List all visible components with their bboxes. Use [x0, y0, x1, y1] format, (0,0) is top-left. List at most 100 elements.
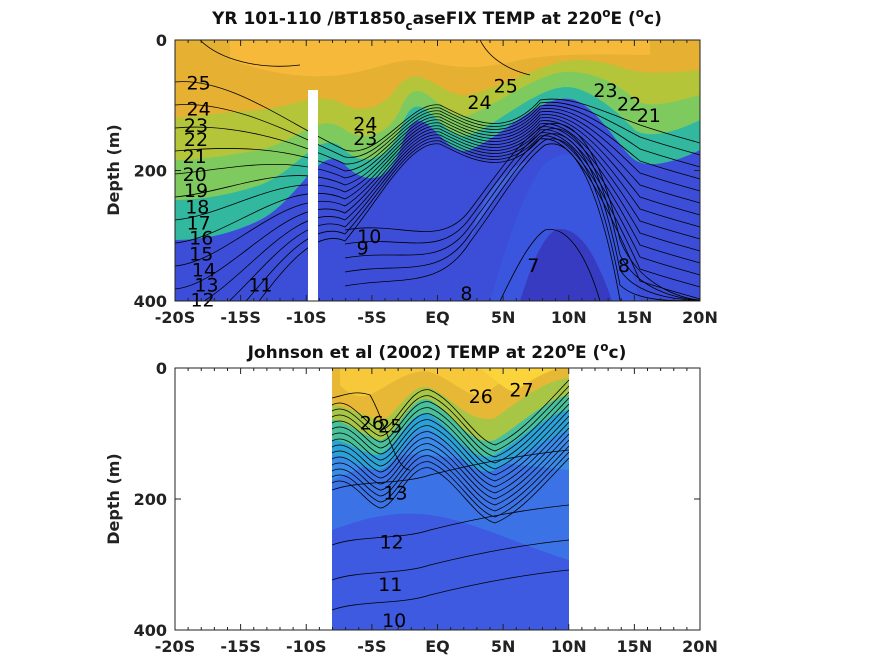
panel-top: YR 101-110 /BT1850caseFIX TEMP at 220oE …: [104, 6, 718, 327]
y-tick-label: 0: [156, 31, 167, 50]
x-tick-label: 20N: [682, 308, 718, 327]
contour-label: 21: [637, 105, 661, 127]
x-tick-label: 10N: [551, 637, 587, 656]
x-tick-label: -20S: [155, 308, 195, 327]
x-tick-label: -10S: [286, 308, 326, 327]
contour-line: [332, 403, 569, 470]
contour-label: 22: [617, 93, 641, 115]
contour-line: [332, 397, 569, 464]
panel-bottom-ylabel: Depth (m): [104, 453, 123, 545]
contour-line: [175, 107, 700, 180]
x-tick-label: 15N: [617, 637, 653, 656]
contour-label: 20: [183, 164, 207, 186]
contour-label: 27: [509, 380, 533, 402]
contour-line: [344, 143, 700, 301]
contour-label: 24: [353, 114, 377, 136]
panel-top-contours: [175, 40, 700, 301]
contour-line: [175, 117, 700, 221]
contour-line: [199, 40, 301, 67]
contour-line: [332, 569, 569, 611]
contour-line: [175, 114, 700, 204]
y-tick-label: 400: [134, 292, 167, 311]
contour-label: 15: [189, 243, 213, 265]
contour-label: 26: [469, 386, 493, 408]
panel-bottom-field: [332, 368, 569, 630]
contour-label: 21: [183, 146, 207, 168]
panel-top-contour-labels: 2524232221201918171615141312112423910252…: [183, 72, 661, 311]
x-tick-label: 15N: [617, 308, 653, 327]
panel-top-title: YR 101-110 /BT1850caseFIX TEMP at 220oE …: [211, 6, 662, 33]
contour-line: [175, 111, 700, 192]
contour-line: [332, 385, 569, 452]
contour-line: [332, 451, 569, 518]
missing-data-band: [308, 90, 318, 301]
contour-line: [175, 101, 700, 158]
contour-line: [228, 132, 700, 301]
contour-line: [344, 138, 700, 301]
contour-line: [245, 135, 700, 301]
contour-line: [479, 40, 531, 76]
y-tick-label: 400: [134, 621, 167, 640]
contour-label: 13: [383, 482, 407, 504]
contour-line: [175, 126, 700, 290]
contour-line: [332, 391, 569, 458]
contour-line: [332, 427, 569, 494]
contour-label: 14: [192, 260, 216, 282]
panel-top-field: [175, 40, 700, 301]
contour-label: 25: [494, 76, 518, 98]
contour-line: [332, 539, 569, 581]
contour-label: 24: [187, 99, 211, 121]
y-tick-label: 200: [134, 490, 167, 509]
contour-line: [332, 415, 569, 482]
panel-bottom-contours: [332, 379, 569, 611]
contour-line: [175, 81, 700, 152]
contour-label: 23: [184, 115, 208, 137]
panel-bottom-title: Johnson et al (2002) TEMP at 220oE (oc): [247, 340, 627, 363]
contour-label: 8: [618, 255, 630, 277]
contour-label: 17: [187, 213, 211, 235]
contour-label: 13: [194, 275, 218, 297]
contour-line: [344, 133, 700, 301]
contour-line: [332, 392, 411, 471]
panel-top-ylabel: Depth (m): [104, 124, 123, 216]
x-tick-label: -10S: [286, 637, 326, 656]
contour-line: [203, 129, 700, 301]
contour-label: 10: [382, 610, 406, 632]
contour-line: [258, 138, 700, 301]
contour-line: [332, 433, 569, 500]
x-tick-label: -5S: [357, 637, 386, 656]
contour-label: 26: [360, 412, 384, 434]
contour-line: [499, 228, 601, 301]
x-tick-label: EQ: [425, 308, 450, 327]
contour-line: [175, 120, 700, 244]
contour-line: [332, 504, 569, 546]
contour-label: 25: [187, 72, 211, 94]
contour-line: [344, 128, 700, 301]
contour-line: [332, 379, 569, 446]
x-tick-label: 20N: [682, 637, 718, 656]
contour-line: [332, 457, 569, 524]
x-tick-label: -5S: [357, 308, 386, 327]
contour-line: [332, 449, 569, 491]
x-tick-label: -15S: [220, 637, 260, 656]
contour-label: 10: [357, 226, 381, 248]
panel-bottom: Johnson et al (2002) TEMP at 220oE (oc) …: [104, 340, 718, 656]
contour-line: [332, 409, 569, 476]
contour-label: 16: [189, 228, 213, 250]
contour-label: 22: [184, 129, 208, 151]
contour-label: 11: [378, 574, 402, 596]
x-tick-label: 5N: [491, 637, 516, 656]
contour-line: [344, 123, 700, 301]
contour-line: [332, 421, 569, 488]
contour-label: 8: [460, 283, 472, 305]
contour-label: 12: [379, 532, 403, 554]
x-tick-label: EQ: [425, 637, 450, 656]
panel-top-ticks: -20S -15S -10S -5S EQ 5N 10N 15N 20N 0 200 400: [134, 31, 718, 327]
x-tick-label: -15S: [220, 308, 260, 327]
y-tick-label: 200: [134, 162, 167, 181]
panel-bottom-ticks: -20S -15S -10S -5S EQ 5N 10N 15N 20N 0 200 400: [134, 359, 718, 656]
contour-label: 25: [378, 416, 402, 438]
contour-label: 7: [527, 255, 539, 277]
